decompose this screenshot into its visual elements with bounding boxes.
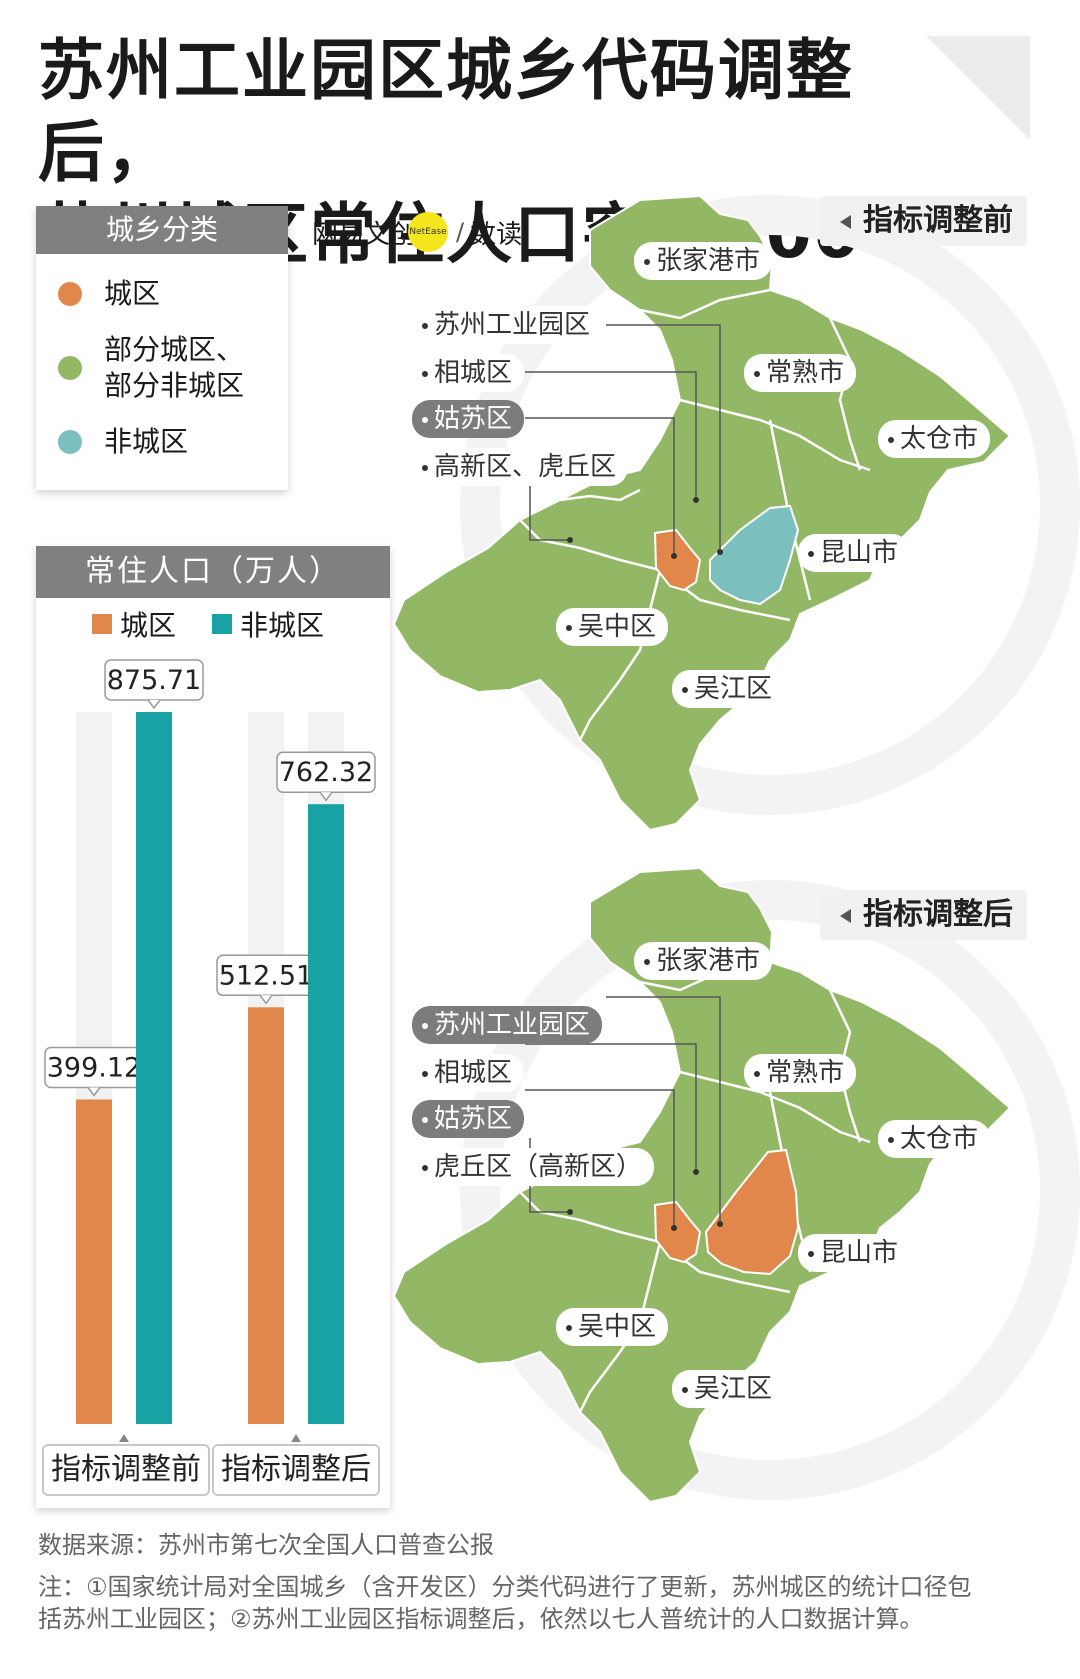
bar-chart: 399.12 875.71 512.51 762.32 [44, 659, 376, 1442]
label-after-gusu: 姑苏区 [412, 1100, 525, 1138]
data-label-pointer [87, 1087, 101, 1097]
teal-dot-icon [58, 430, 82, 454]
label-before-kunshan: 昆山市 [798, 534, 911, 572]
category-tick [291, 1434, 301, 1442]
green-dot-icon [58, 356, 82, 380]
triangle-left-icon [840, 908, 851, 923]
category-tick [119, 1434, 129, 1442]
label-before-xiangcheng: 相城区 [412, 354, 525, 392]
orange-dot-icon [58, 282, 82, 306]
label-after-taicang: 太仓市 [878, 1120, 991, 1158]
label-before-sip: 苏州工业园区 [412, 306, 603, 344]
footnote-line-1: 注：①国家统计局对全国城乡（含开发区）分类代码进行了更新，苏州城区的统计口径包 [38, 1573, 972, 1601]
legend-item-urban: 城区 [58, 276, 160, 312]
label-after-gaoxin: 虎丘区（高新区） [412, 1148, 655, 1186]
legend-item-rural: 非城区 [58, 424, 188, 460]
map-after-sip [704, 1148, 800, 1276]
bar-urban-before [76, 1099, 112, 1424]
corner-decoration [926, 36, 1030, 140]
map-before [392, 194, 1012, 832]
label-before-taicang: 太仓市 [878, 420, 991, 458]
label-after-wuzhong: 吴中区 [556, 1308, 669, 1346]
legend-label-urban: 城区 [104, 277, 161, 310]
label-before-zhangjiagang: 张家港市 [634, 242, 773, 280]
map-before-gusu [653, 528, 702, 592]
data-label: 512.51 [219, 960, 313, 991]
map-before-tag-label: 指标调整前 [863, 203, 1013, 238]
series-legend-urban: 城区 [92, 604, 176, 644]
label-after-kunshan: 昆山市 [798, 1234, 911, 1272]
series-label-rural: 非城区 [240, 609, 325, 642]
label-after-changshu: 常熟市 [744, 1054, 857, 1092]
label-before-wuzhong: 吴中区 [556, 608, 669, 646]
brand-logo: 网易文创 NetEase / 数读 [312, 212, 522, 252]
orange-square-icon [92, 614, 112, 634]
data-label-pointer [147, 699, 161, 710]
brand-name: 网易文创 [312, 219, 417, 250]
series-label-urban: 城区 [120, 609, 177, 642]
category-label-after: 指标调整后 [212, 1444, 380, 1496]
footnote-line-2: 括苏州工业园区；②苏州工业园区指标调整后，依然以七人普统计的人口数据计算。 [38, 1605, 924, 1633]
data-source: 数据来源：苏州市第七次全国人口普查公报 [38, 1531, 494, 1559]
label-before-wujiang: 吴江区 [672, 670, 785, 708]
triangle-left-icon [840, 214, 851, 229]
label-after-wujiang: 吴江区 [672, 1370, 785, 1408]
ring-decoration-top [460, 195, 1080, 815]
label-before-changshu: 常熟市 [744, 354, 857, 392]
label-after-xiangcheng: 相城区 [412, 1054, 525, 1092]
category-legend: 城乡分类 城区 部分城区、 部分非城区 非城区 [36, 206, 288, 490]
ring-decoration-bottom [460, 880, 1080, 1500]
category-label-before: 指标调整前 [42, 1444, 210, 1496]
label-before-gusu: 姑苏区 [412, 400, 525, 438]
series-legend-rural: 非城区 [212, 604, 324, 644]
label-after-zhangjiagang: 张家港市 [634, 942, 773, 980]
title-line-1: 苏州工业园区城乡代码调整后， [38, 32, 854, 191]
data-label: 399.12 [47, 1052, 141, 1083]
bar-rural-before [136, 712, 172, 1424]
brand-section: 数读 [470, 219, 523, 250]
category-legend-header: 城乡分类 [36, 206, 288, 254]
data-label: 875.71 [107, 665, 201, 696]
data-label-pointer [259, 994, 273, 1005]
legend-label-partial-1: 部分城区、 [104, 333, 245, 366]
map-before-sip [709, 504, 800, 606]
chart-title: 常住人口（万人） [36, 546, 390, 598]
map-after-tag: 指标调整后 [820, 890, 1027, 940]
map-before-tag: 指标调整前 [820, 196, 1027, 246]
data-label-pointer [319, 791, 333, 802]
legend-label-partial-2: 部分非城区 [104, 369, 245, 402]
brand-sun-icon: NetEase [408, 212, 449, 252]
label-after-sip: 苏州工业园区 [412, 1006, 603, 1044]
bar-rural-after [308, 804, 344, 1424]
map-after [392, 866, 1012, 1504]
legend-item-partial: 部分城区、 部分非城区 [58, 332, 244, 404]
map-after-tag-label: 指标调整后 [863, 897, 1013, 932]
teal-square-icon [212, 614, 232, 634]
data-label: 762.32 [279, 757, 373, 788]
bar-urban-after [248, 1007, 284, 1424]
legend-label-rural: 非城区 [104, 425, 189, 458]
label-before-gaoxin: 高新区、虎丘区 [412, 448, 629, 486]
map-after-gusu [653, 1200, 702, 1264]
